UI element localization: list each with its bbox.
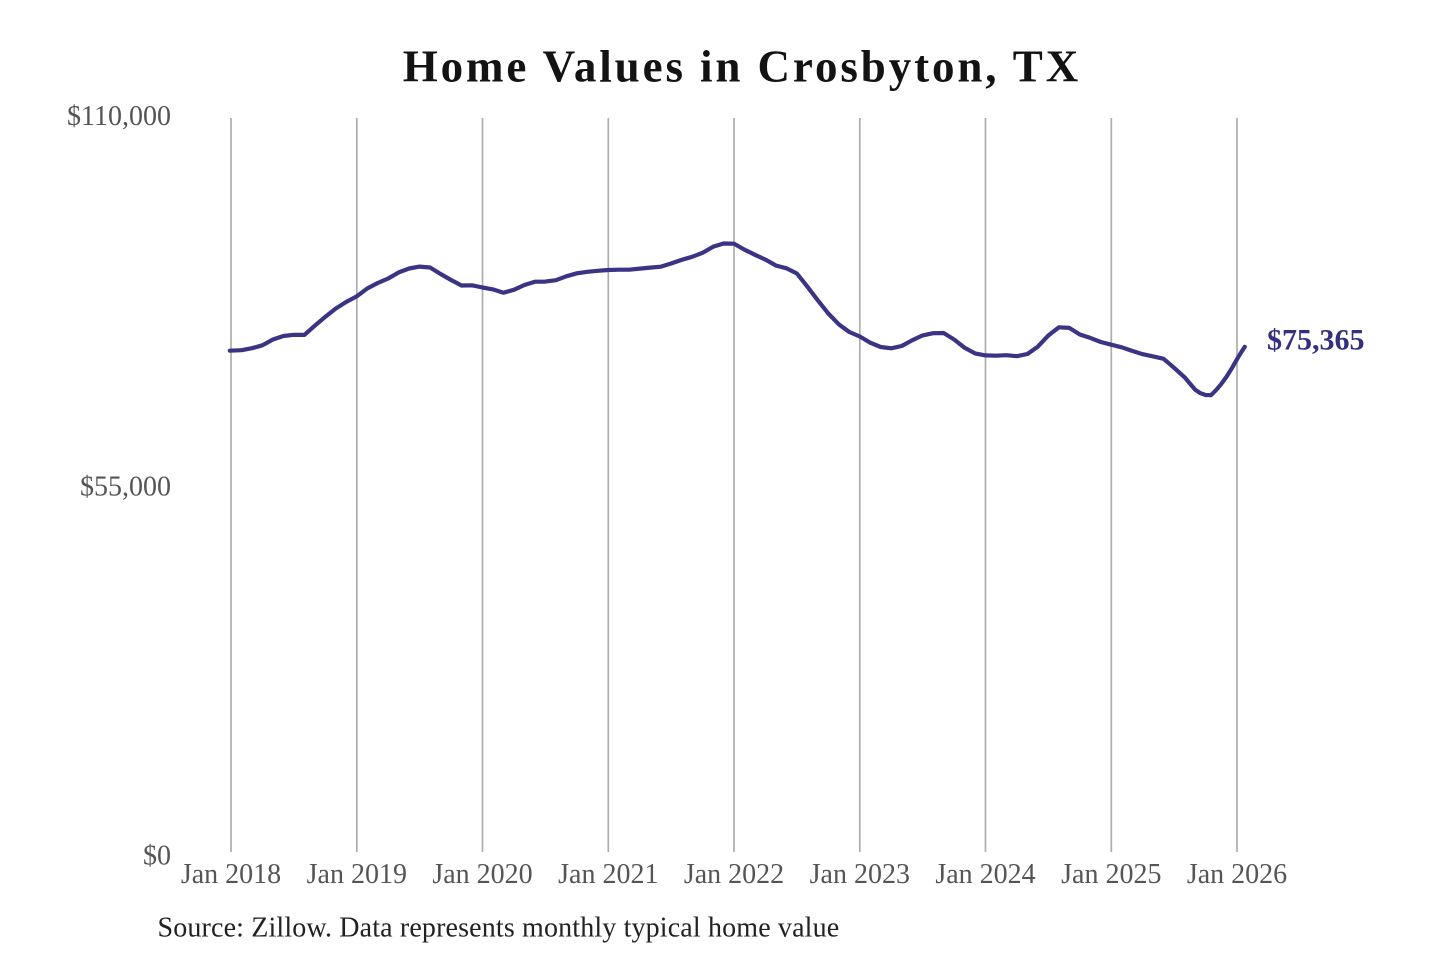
svg-text:Jan 2025: Jan 2025 (1061, 859, 1161, 890)
svg-text:Jan 2019: Jan 2019 (307, 859, 407, 890)
svg-text:Jan 2022: Jan 2022 (684, 859, 784, 890)
svg-text:Source: Zillow. Data represent: Source: Zillow. Data represents monthly … (158, 913, 840, 944)
svg-text:$110,000: $110,000 (67, 101, 171, 132)
svg-text:Jan 2021: Jan 2021 (558, 859, 658, 890)
svg-text:$55,000: $55,000 (80, 471, 171, 502)
svg-text:Home Values in Crosbyton, TX: Home Values in Crosbyton, TX (403, 42, 1081, 92)
svg-text:Jan 2018: Jan 2018 (181, 859, 281, 890)
svg-text:Jan 2020: Jan 2020 (432, 859, 532, 890)
svg-text:Jan 2023: Jan 2023 (810, 859, 910, 890)
svg-text:Jan 2024: Jan 2024 (935, 859, 1035, 890)
svg-text:Jan 2026: Jan 2026 (1187, 859, 1287, 890)
svg-text:$75,365: $75,365 (1267, 324, 1365, 357)
svg-text:$0: $0 (143, 841, 171, 872)
